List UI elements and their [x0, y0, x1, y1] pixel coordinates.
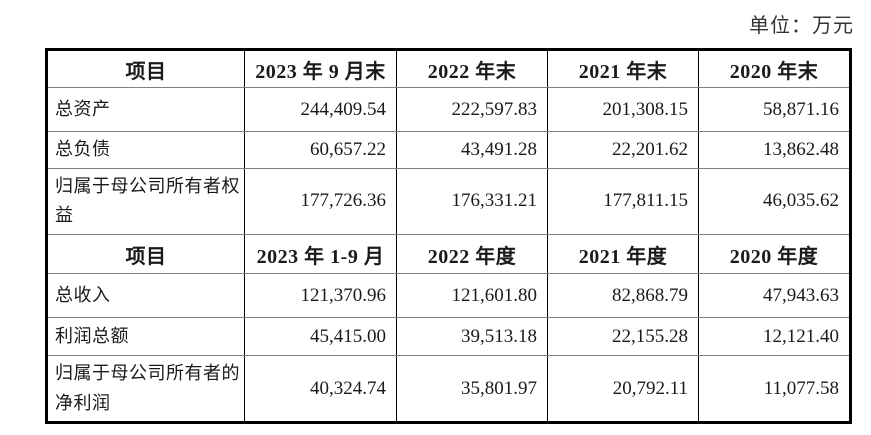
- table-header-row-balance-sheet: 项目 2023 年 9 月末 2022 年末 2021 年末 2020 年末: [46, 49, 851, 88]
- cell-value: 47,943.63: [698, 273, 851, 319]
- unit-label: 单位：万元: [749, 15, 854, 37]
- cell-value: 121,370.96: [244, 273, 397, 319]
- row-label: 总收入: [46, 273, 245, 319]
- header-2021-year: 2021 年度: [547, 234, 699, 275]
- header-2020-year: 2020 年度: [698, 234, 851, 275]
- row-label: 利润总额: [46, 317, 245, 357]
- table-row-equity-parent: 归属于母公司所有者权益 177,726.36 176,331.21 177,81…: [46, 167, 851, 236]
- cell-value: 121,601.80: [396, 273, 548, 319]
- cell-value: 12,121.40: [698, 317, 851, 357]
- header-item: 项目: [46, 49, 245, 88]
- row-label: 总资产: [46, 87, 245, 132]
- row-label: 归属于母公司所有者的净利润: [46, 355, 245, 424]
- table-row-total-assets: 总资产 244,409.54 222,597.83 201,308.15 58,…: [46, 87, 851, 132]
- cell-value: 22,155.28: [547, 317, 699, 357]
- header-2023-jan-sep: 2023 年 1-9 月: [244, 234, 397, 275]
- cell-value: 201,308.15: [547, 87, 699, 132]
- row-label: 归属于母公司所有者权益: [46, 167, 245, 236]
- cell-value: 45,415.00: [244, 317, 397, 357]
- cell-value: 176,331.21: [396, 167, 548, 236]
- table-row-total-revenue: 总收入 121,370.96 121,601.80 82,868.79 47,9…: [46, 273, 851, 319]
- cell-value: 58,871.16: [698, 87, 851, 132]
- financial-summary-table: 项目 2023 年 9 月末 2022 年末 2021 年末 2020 年末 总…: [45, 48, 852, 425]
- cell-value: 43,491.28: [396, 131, 548, 169]
- header-2023-sep-end: 2023 年 9 月末: [244, 49, 397, 88]
- cell-value: 82,868.79: [547, 273, 699, 319]
- cell-value: 39,513.18: [396, 317, 548, 357]
- cell-value: 46,035.62: [698, 167, 851, 236]
- cell-value: 22,201.62: [547, 131, 699, 169]
- cell-value: 60,657.22: [244, 131, 397, 169]
- cell-value: 222,597.83: [396, 87, 548, 132]
- header-item: 项目: [46, 234, 245, 275]
- cell-value: 35,801.97: [396, 355, 548, 424]
- cell-value: 177,726.36: [244, 167, 397, 236]
- table-row-net-profit-parent: 归属于母公司所有者的净利润 40,324.74 35,801.97 20,792…: [46, 355, 851, 424]
- cell-value: 40,324.74: [244, 355, 397, 424]
- cell-value: 13,862.48: [698, 131, 851, 169]
- table-row-total-liabilities: 总负债 60,657.22 43,491.28 22,201.62 13,862…: [46, 131, 851, 169]
- header-2022-end: 2022 年末: [396, 49, 548, 88]
- table-row-total-profit: 利润总额 45,415.00 39,513.18 22,155.28 12,12…: [46, 317, 851, 357]
- header-2022-year: 2022 年度: [396, 234, 548, 275]
- header-2020-end: 2020 年末: [698, 49, 851, 88]
- cell-value: 20,792.11: [547, 355, 699, 424]
- row-label: 总负债: [46, 131, 245, 169]
- cell-value: 244,409.54: [244, 87, 397, 132]
- cell-value: 11,077.58: [698, 355, 851, 424]
- cell-value: 177,811.15: [547, 167, 699, 236]
- header-2021-end: 2021 年末: [547, 49, 699, 88]
- table-header-row-income-statement: 项目 2023 年 1-9 月 2022 年度 2021 年度 2020 年度: [46, 234, 851, 275]
